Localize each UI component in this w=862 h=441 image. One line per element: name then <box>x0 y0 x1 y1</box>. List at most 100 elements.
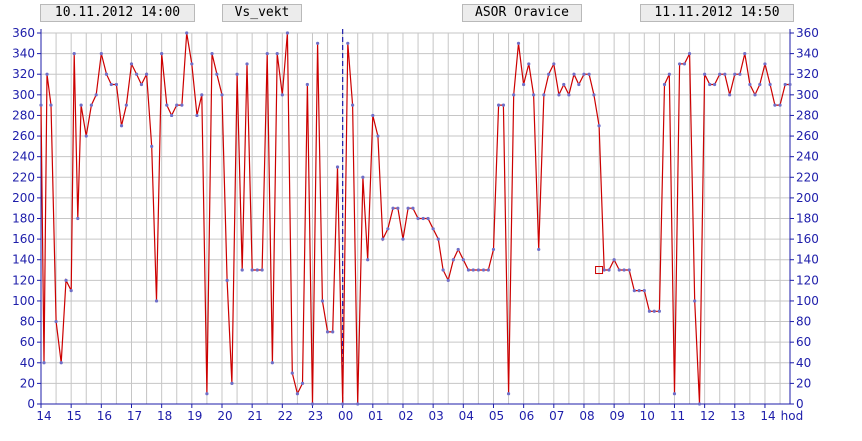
series-line <box>40 32 790 405</box>
data-point <box>320 299 325 303</box>
x-tick-label: 13 <box>730 409 745 423</box>
x-tick-label: 05 <box>489 409 504 423</box>
data-point <box>627 268 631 272</box>
data-point <box>748 82 752 87</box>
data-point <box>718 72 722 76</box>
data-point <box>632 289 636 293</box>
data-point <box>537 247 541 252</box>
data-point <box>401 237 405 241</box>
data-point <box>265 52 269 56</box>
y-tick-label: 120 <box>12 273 35 287</box>
data-point <box>612 258 616 262</box>
data-point <box>42 361 46 365</box>
data-point <box>280 93 284 97</box>
data-point <box>245 62 249 66</box>
data-point <box>436 237 440 241</box>
y-tick-label: 200 <box>12 191 35 205</box>
data-point <box>356 402 360 406</box>
y-tick-label: 20 <box>20 376 35 390</box>
data-point <box>461 258 465 262</box>
data-point <box>49 103 53 107</box>
x-tick-label: 21 <box>248 409 263 423</box>
data-point <box>335 165 340 169</box>
y-tick-label: 340 <box>12 47 35 61</box>
y-tick-label: 80 <box>20 315 35 329</box>
data-point <box>119 124 124 128</box>
data-point <box>708 82 712 87</box>
data-point <box>59 361 63 365</box>
data-point <box>512 93 516 97</box>
data-point <box>230 381 234 385</box>
data-point <box>386 227 390 231</box>
data-point <box>406 206 410 210</box>
data-point <box>753 93 757 97</box>
data-point <box>481 268 486 272</box>
y-tick-label-right: 20 <box>796 376 811 390</box>
data-point <box>331 330 335 334</box>
data-point <box>522 82 526 87</box>
data-point <box>39 103 43 107</box>
chart-axes <box>37 29 794 408</box>
data-point <box>310 402 315 406</box>
data-point <box>547 72 551 76</box>
data-point <box>652 309 656 313</box>
data-point <box>602 268 606 272</box>
data-point <box>144 72 149 76</box>
y-tick-label-right: 80 <box>796 315 811 329</box>
x-tick-label: 09 <box>609 409 624 423</box>
data-point <box>451 258 455 262</box>
data-point <box>180 103 184 107</box>
data-point <box>501 103 506 107</box>
station-label: ASOR Oravice <box>462 4 582 22</box>
y-tick-label: 280 <box>12 108 35 122</box>
data-point <box>421 216 425 221</box>
data-point <box>255 268 259 272</box>
data-point <box>69 289 73 293</box>
y-axis-left: 0 20 40 60 80 100 120 140 160 180 200 220 240 260 280 3… <box>12 26 35 411</box>
data-point <box>557 93 561 97</box>
y-tick-label-right: 300 <box>796 88 819 102</box>
data-point <box>139 82 144 87</box>
y-tick-label: 220 <box>12 170 35 184</box>
y-tick-label: 180 <box>12 212 35 226</box>
data-point <box>642 289 646 293</box>
x-tick-label: 23 <box>308 409 323 423</box>
data-point <box>316 41 320 45</box>
data-point <box>476 268 480 272</box>
data-point <box>290 371 294 375</box>
data-point <box>431 227 435 231</box>
data-point <box>693 299 697 303</box>
data-point <box>165 103 169 107</box>
data-point <box>728 93 732 97</box>
x-axis-unit-label: hod <box>781 409 804 423</box>
data-point <box>240 268 244 272</box>
y-tick-label: 100 <box>12 294 35 308</box>
data-point <box>154 299 159 303</box>
data-point <box>295 392 300 396</box>
y-tick-label-right: 240 <box>796 150 819 164</box>
x-tick-label: 22 <box>278 409 293 423</box>
data-point <box>426 216 430 221</box>
data-point <box>768 82 772 87</box>
data-point <box>235 72 239 76</box>
data-point <box>617 268 621 272</box>
data-point <box>687 52 692 56</box>
data-point <box>647 309 652 313</box>
x-tick-label: 14 <box>36 409 51 423</box>
y-tick-label: 160 <box>12 232 35 246</box>
x-axis: 14 15 16 17 18 19 20 21 22 23 00 01 02 03 04 05 06 07 08 09… <box>36 409 803 423</box>
data-point <box>94 93 98 97</box>
data-point <box>491 247 496 252</box>
data-point <box>531 93 536 97</box>
variable-label: Vs_vekt <box>222 4 302 22</box>
y-tick-label: 0 <box>27 397 35 411</box>
x-tick-label: 01 <box>368 409 383 423</box>
data-point <box>416 216 420 221</box>
data-point <box>391 206 395 210</box>
data-point <box>506 392 511 396</box>
x-tick-label: 07 <box>549 409 564 423</box>
data-point <box>45 72 49 76</box>
y-tick-label: 320 <box>12 67 35 81</box>
data-point <box>733 72 737 76</box>
data-point <box>587 72 591 76</box>
